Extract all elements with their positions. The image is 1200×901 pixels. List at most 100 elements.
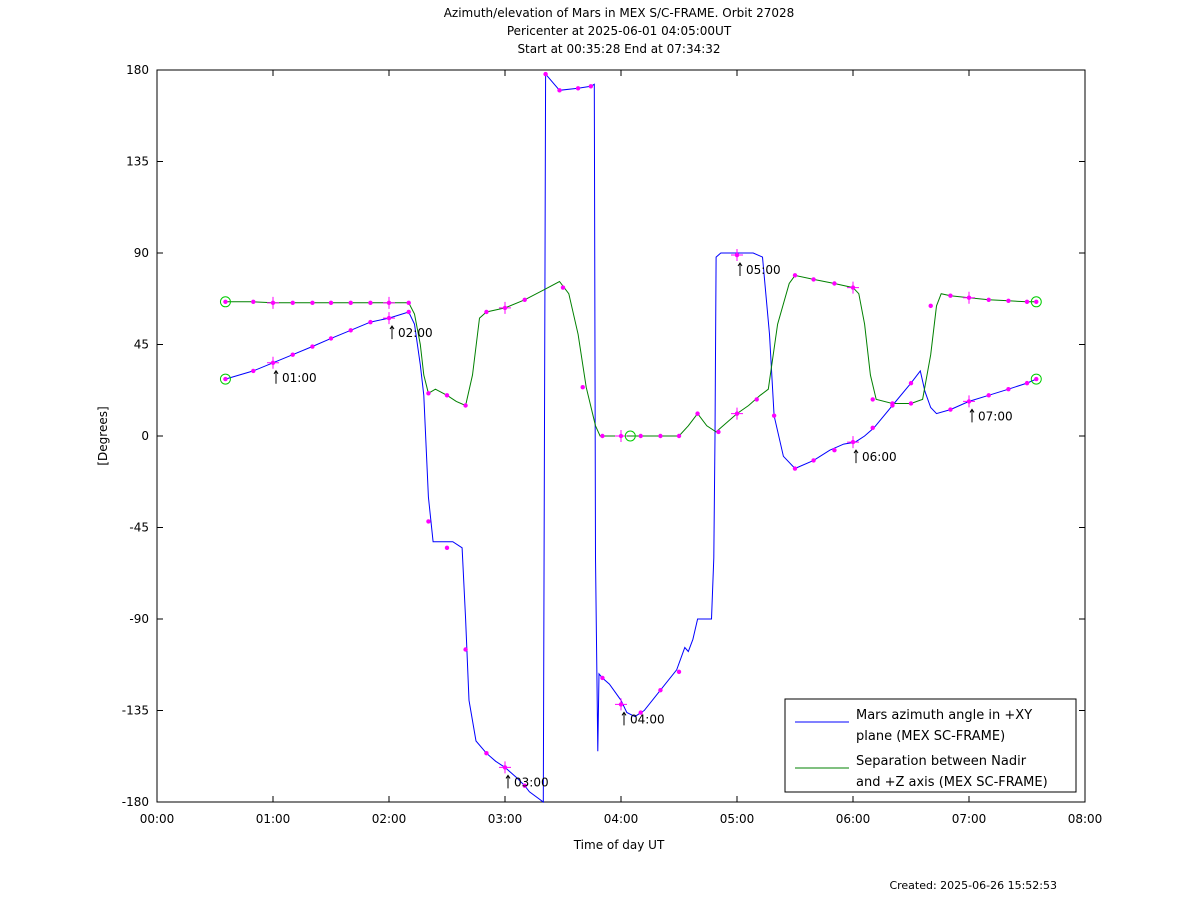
endpoint-ring bbox=[1030, 373, 1042, 385]
pericenter-ring bbox=[624, 430, 636, 442]
data-point-marker bbox=[890, 401, 895, 406]
data-point-marker bbox=[792, 273, 798, 278]
endpoint-dot bbox=[223, 299, 228, 304]
hour-label: 01:00 bbox=[282, 371, 317, 385]
data-point-marker bbox=[908, 401, 914, 406]
hour-label: 02:00 bbox=[398, 326, 433, 340]
hour-labels: 01:00 02:00 03:00 04:00 05:00 06:00 07:00 bbox=[273, 262, 1013, 789]
legend-entry-text: Mars azimuth angle in +XY bbox=[856, 708, 1032, 723]
data-point-marker bbox=[522, 297, 527, 302]
data-point-marker bbox=[426, 391, 431, 396]
data-point-marker bbox=[560, 285, 566, 290]
x-tick-label: 06:00 bbox=[836, 812, 871, 826]
chart-title-line: Pericenter at 2025-06-01 04:05:00UT bbox=[507, 24, 732, 38]
data-point-marker bbox=[600, 433, 605, 439]
data-point-marker bbox=[870, 397, 875, 402]
data-point-marker bbox=[1024, 380, 1030, 386]
y-tick-label: 90 bbox=[134, 246, 149, 260]
hour-label-arrow bbox=[969, 408, 975, 423]
data-point-marker bbox=[792, 466, 798, 471]
data-point-marker bbox=[251, 368, 256, 374]
data-point-marker bbox=[406, 309, 411, 315]
data-point-marker bbox=[588, 84, 594, 89]
hour-label: 04:00 bbox=[630, 712, 665, 726]
hour-label-arrow bbox=[621, 711, 627, 726]
data-point-marker bbox=[811, 458, 816, 463]
data-point-marker bbox=[328, 300, 334, 306]
data-point-marker bbox=[328, 336, 334, 341]
data-point-marker bbox=[600, 675, 605, 681]
data-point-marker bbox=[676, 669, 682, 675]
data-point-marker bbox=[676, 433, 682, 439]
y-axis-label: [Degrees] bbox=[96, 406, 110, 465]
hour-label: 03:00 bbox=[514, 775, 549, 789]
hour-point-marker bbox=[502, 765, 508, 770]
axes: 00:00 01:00 02:00 03:00 04:00 05:00 06:00 07:00… bbox=[122, 63, 1103, 826]
hour-point-marker bbox=[734, 411, 740, 416]
data-point-marker bbox=[754, 397, 759, 402]
y-tick-label: 135 bbox=[126, 155, 149, 169]
hour-point-marker bbox=[966, 399, 972, 404]
data-point-marker bbox=[948, 407, 953, 412]
data-point-marker bbox=[580, 385, 585, 390]
endpoint-dot bbox=[1034, 299, 1039, 304]
hour-point-marker bbox=[850, 439, 856, 445]
data-point-marker bbox=[290, 300, 295, 306]
hour-point-marker bbox=[966, 295, 972, 300]
x-tick-label: 02:00 bbox=[372, 812, 407, 826]
chart-title-line: Azimuth/elevation of Mars in MEX S/C-FRA… bbox=[444, 6, 795, 20]
series-line-1 bbox=[225, 72, 1037, 803]
x-tick-label: 04:00 bbox=[604, 812, 639, 826]
created-timestamp: Created: 2025-06-26 15:52:53 bbox=[889, 879, 1057, 892]
hour-point-marker bbox=[502, 305, 508, 311]
data-point-marker bbox=[870, 425, 875, 431]
hour-label: 05:00 bbox=[746, 263, 781, 277]
endpoint-ring bbox=[219, 373, 231, 385]
data-point-marker bbox=[290, 352, 295, 357]
x-axis-label: Time of day UT bbox=[573, 838, 665, 852]
hour-label-arrow bbox=[737, 262, 743, 277]
data-point-marker bbox=[406, 300, 411, 306]
hour-point-marker bbox=[618, 433, 624, 439]
data-point-marker bbox=[811, 277, 816, 282]
series-lines bbox=[225, 72, 1037, 803]
data-point-marker bbox=[426, 519, 431, 524]
data-point-marker bbox=[638, 433, 643, 439]
chart-title-line: Start at 00:35:28 End at 07:34:32 bbox=[517, 42, 720, 56]
y-tick-label: -180 bbox=[122, 795, 149, 809]
series-line-2 bbox=[225, 274, 1037, 437]
hour-point-marker bbox=[386, 315, 392, 321]
hour-point-marker bbox=[850, 285, 856, 290]
data-point-marker bbox=[368, 319, 373, 325]
hour-point-marker bbox=[270, 360, 276, 365]
x-tick-label: 03:00 bbox=[488, 812, 523, 826]
data-point-marker bbox=[986, 297, 991, 302]
data-point-marker bbox=[348, 300, 353, 306]
data-point-marker bbox=[484, 751, 489, 756]
legend-entry-text: Separation between Nadir bbox=[856, 754, 1027, 769]
hour-point-marker bbox=[386, 300, 392, 306]
y-tick-label: 180 bbox=[126, 63, 149, 77]
data-point-marker bbox=[1024, 299, 1030, 304]
y-tick-label: 45 bbox=[134, 338, 149, 352]
hour-point-marker bbox=[734, 252, 740, 258]
x-tick-label: 07:00 bbox=[952, 812, 987, 826]
data-point-marker bbox=[444, 545, 450, 551]
data-point-marker bbox=[908, 380, 914, 386]
data-point-marker bbox=[771, 413, 777, 418]
data-point-marker bbox=[928, 303, 933, 309]
data-point-marker bbox=[638, 710, 643, 715]
hour-label-arrow bbox=[273, 369, 279, 384]
hour-label-arrow bbox=[853, 449, 859, 464]
data-point-marker bbox=[310, 300, 315, 306]
data-point-marker bbox=[832, 281, 837, 286]
data-point-marker bbox=[1006, 387, 1011, 392]
data-point-marker bbox=[251, 299, 256, 304]
data-point-marker bbox=[310, 344, 315, 349]
data-point-marker bbox=[658, 687, 663, 693]
hour-label-arrow bbox=[389, 325, 395, 340]
data-point-marker bbox=[716, 429, 721, 435]
legend-box bbox=[784, 698, 1077, 793]
hour-label: 07:00 bbox=[978, 409, 1013, 423]
